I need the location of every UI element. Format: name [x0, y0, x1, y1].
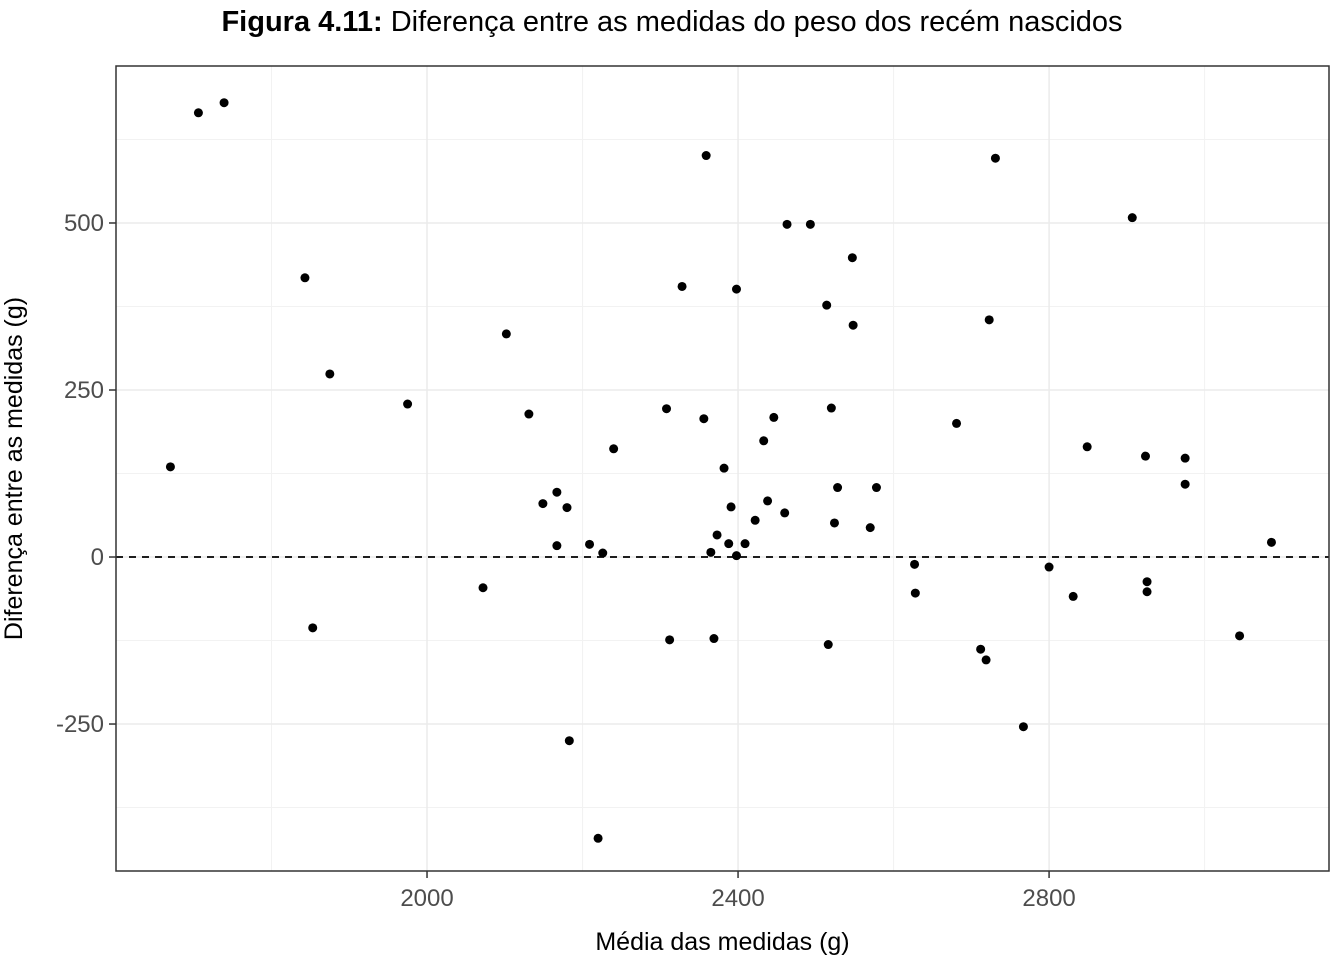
x-axis-ticks: 2000 2400 2800: [400, 871, 1076, 912]
y-tick-label: 250: [64, 377, 104, 404]
data-point: [865, 523, 875, 533]
data-point: [598, 548, 608, 558]
data-point: [665, 635, 675, 645]
data-point: [501, 329, 511, 339]
x-axis-title: Média das medidas (g): [595, 928, 849, 956]
data-point: [848, 320, 858, 330]
x-tick-label: 2400: [711, 885, 764, 912]
data-point: [1127, 213, 1137, 223]
data-point: [709, 634, 719, 644]
data-point: [952, 418, 962, 428]
data-point: [706, 547, 716, 557]
data-point: [740, 539, 750, 549]
data-point: [1068, 591, 1078, 601]
data-point: [981, 655, 991, 665]
data-point: [403, 399, 413, 409]
data-point: [564, 736, 574, 746]
data-point: [699, 414, 709, 424]
data-point: [538, 499, 548, 509]
data-point: [726, 502, 736, 512]
data-point: [763, 496, 773, 506]
data-point: [308, 623, 318, 633]
data-point: [552, 541, 562, 551]
data-point: [759, 436, 769, 446]
x-tick-label: 2000: [400, 885, 453, 912]
data-point: [769, 412, 779, 422]
chart-title-prefix: Figura 4.11:: [221, 6, 383, 38]
data-point: [1180, 479, 1190, 489]
y-tick-label: 500: [64, 210, 104, 237]
data-point: [1140, 451, 1150, 461]
data-point: [1018, 722, 1028, 732]
data-point: [724, 539, 734, 549]
data-point: [219, 98, 229, 108]
data-point: [976, 644, 986, 654]
data-point: [910, 588, 920, 598]
data-point: [731, 284, 741, 294]
data-point: [829, 518, 839, 528]
data-point: [1082, 442, 1092, 452]
data-point: [780, 508, 790, 518]
data-point: [585, 539, 595, 549]
data-point: [822, 300, 832, 310]
data-point: [193, 108, 203, 118]
chart-title: Figura 4.11: Diferença entre as medidas …: [0, 6, 1344, 39]
data-point: [593, 833, 603, 843]
grid-major-lines: [116, 66, 1329, 871]
data-point: [712, 530, 722, 540]
data-point: [300, 273, 310, 283]
data-point: [325, 369, 335, 379]
data-point: [990, 153, 1000, 163]
data-point: [1266, 537, 1276, 547]
y-axis-title: Diferença entre as medidas (g): [0, 297, 28, 640]
grid-minor-lines: [116, 66, 1329, 871]
data-point: [478, 583, 488, 593]
data-point: [165, 462, 175, 472]
data-point: [1142, 587, 1152, 597]
data-point: [701, 151, 711, 161]
data-point: [984, 315, 994, 325]
data-point: [782, 219, 792, 229]
data-point: [833, 483, 843, 493]
data-point: [805, 219, 815, 229]
data-point: [871, 483, 881, 493]
data-point: [847, 253, 857, 263]
data-point: [750, 515, 760, 525]
data-point: [719, 463, 729, 473]
data-point: [609, 444, 619, 454]
data-point: [662, 404, 672, 414]
data-points: [165, 98, 1276, 843]
data-point: [826, 403, 836, 413]
data-point: [552, 487, 562, 497]
chart-title-text: Diferença entre as medidas do peso dos r…: [390, 6, 1123, 38]
y-tick-label: -250: [56, 711, 104, 738]
y-tick-label: 0: [91, 544, 104, 571]
data-point: [1142, 577, 1152, 587]
plot-panel-border: [115, 65, 1330, 872]
data-point: [677, 281, 687, 291]
data-point: [524, 409, 534, 419]
data-point: [562, 503, 572, 513]
x-tick-label: 2800: [1022, 885, 1075, 912]
data-point: [1044, 562, 1054, 572]
y-axis-ticks: 500 250 0 -250: [56, 210, 116, 738]
data-point: [731, 551, 741, 561]
data-point: [910, 559, 920, 569]
data-point: [1235, 631, 1245, 641]
data-point: [1180, 453, 1190, 463]
data-point: [823, 640, 833, 650]
